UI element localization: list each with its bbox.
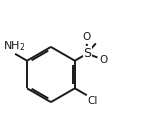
Text: O: O — [82, 32, 91, 42]
Text: Cl: Cl — [87, 96, 98, 106]
Text: NH$_2$: NH$_2$ — [3, 39, 26, 53]
Text: S: S — [83, 47, 91, 60]
Text: O: O — [100, 55, 108, 65]
